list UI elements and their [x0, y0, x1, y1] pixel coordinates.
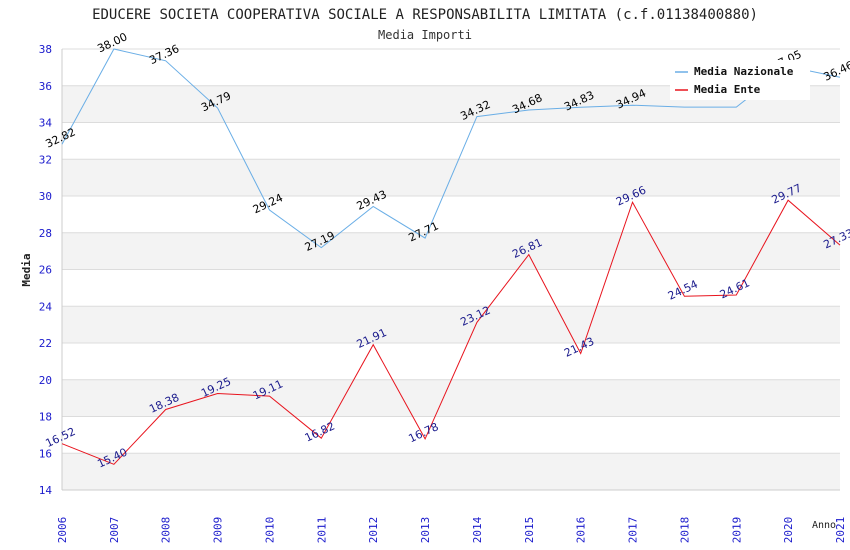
x-tick-label: 2018: [678, 517, 691, 544]
y-tick-label: 28: [39, 227, 52, 240]
x-tick-label: 2007: [108, 517, 121, 544]
plot-band: [62, 269, 840, 307]
plot-band: [62, 232, 840, 270]
series-line-media-nazionale: [61, 48, 841, 249]
gridlines: [61, 48, 840, 491]
plot-band: [62, 343, 840, 380]
x-tick-label: 2015: [523, 517, 536, 544]
x-tick-label: 2012: [367, 517, 380, 544]
plot-band: [62, 379, 840, 417]
plot-band: [62, 122, 840, 160]
plot-background: [62, 49, 840, 490]
y-tick-label: 22: [39, 337, 52, 350]
legend-label-media-ente: Media Ente: [694, 83, 761, 96]
y-axis-label: Media: [20, 253, 33, 286]
x-tick-label: 2021: [834, 517, 847, 544]
y-tick-label: 30: [39, 190, 52, 203]
y-tick-label: 16: [39, 447, 52, 460]
y-tick-label: 24: [39, 300, 53, 313]
x-tick-label: 2016: [575, 517, 588, 544]
x-tick-label: 2008: [160, 517, 173, 544]
x-axis-label: Anno: [812, 520, 836, 531]
y-tick-label: 38: [39, 43, 52, 56]
x-tick-label: 2011: [315, 517, 328, 544]
legend-box: [670, 60, 810, 100]
y-tick-label: 18: [39, 411, 52, 424]
x-tick-label: 2014: [471, 516, 484, 543]
series-lines: [61, 48, 841, 465]
x-tick-label: 2010: [263, 517, 276, 544]
x-axis-ticks: 2006 2007 2008 2009 2010 2011 2012 2013 2014 2015…: [56, 516, 847, 543]
plot-band: [62, 196, 840, 233]
y-axis-ticks: 14 16 18 20 22 24 26 28 30 32 34 36 38: [39, 43, 53, 497]
legend-label-media-nazionale: Media Nazionale: [694, 65, 794, 78]
y-tick-label: 34: [39, 117, 53, 130]
series-line-media-ente: [61, 199, 841, 465]
plot-band: [62, 416, 840, 454]
y-tick-label: 14: [39, 484, 53, 497]
chart-title: EDUCERE SOCIETA COOPERATIVA SOCIALE A RE…: [92, 7, 758, 23]
legend: Media Nazionale Media Ente: [670, 60, 810, 100]
x-tick-label: 2020: [782, 517, 795, 544]
x-tick-label: 2013: [419, 517, 432, 544]
y-tick-label: 20: [39, 374, 52, 387]
x-tick-label: 2019: [730, 517, 743, 544]
x-tick-label: 2017: [627, 517, 640, 544]
y-tick-label: 36: [39, 80, 52, 93]
chart-subtitle: Media Importi: [378, 28, 472, 42]
plot-band: [62, 453, 840, 490]
x-tick-label: 2009: [212, 517, 225, 544]
x-tick-label: 2006: [56, 517, 69, 544]
y-tick-label: 26: [39, 264, 52, 277]
y-tick-label: 32: [39, 153, 52, 166]
plot-band: [62, 306, 840, 343]
